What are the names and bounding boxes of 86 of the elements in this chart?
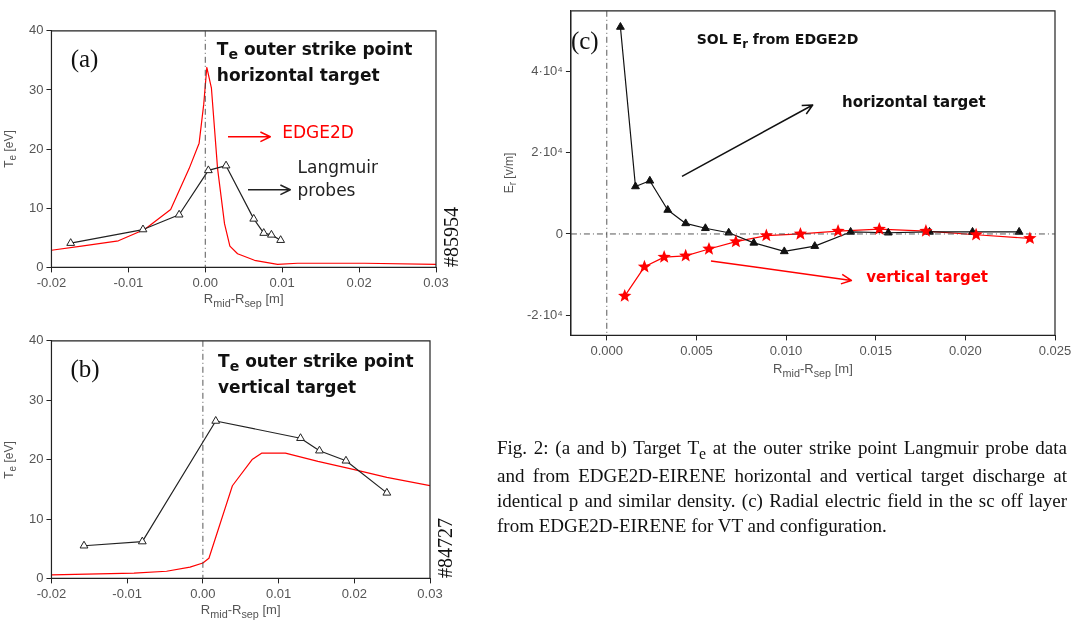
point	[759, 228, 774, 242]
point	[137, 536, 147, 545]
point	[382, 487, 392, 496]
y-tick-label: 30	[28, 81, 44, 97]
y-tick-label: 40	[28, 332, 44, 348]
x-axis-title: R$_{mid}$-R$_{sep}$ [m]	[202, 291, 285, 309]
text: #85954	[440, 207, 463, 268]
point	[779, 246, 789, 255]
y-tick-label: 30	[28, 391, 44, 407]
point	[729, 234, 743, 248]
y-tick-label: 0	[555, 225, 563, 241]
point	[679, 248, 693, 262]
y-tick-label: 10	[28, 199, 44, 215]
point	[138, 224, 148, 233]
point	[872, 222, 886, 235]
point	[203, 165, 213, 174]
x-tick-label: 0.025	[1038, 342, 1072, 358]
point	[645, 175, 655, 184]
point	[616, 22, 625, 30]
y-tick-label: 20	[28, 140, 44, 156]
x-tick-label: 0.03	[423, 274, 449, 290]
y-tick-label: 0	[36, 569, 44, 585]
x-axis-title: R$_{mid}$-R$_{sep}$ [m]	[772, 361, 854, 379]
point	[831, 224, 845, 237]
point	[631, 181, 640, 190]
point	[919, 224, 933, 237]
annotation: (a)	[70, 44, 99, 73]
y-tick-label: 4·10⁴	[531, 63, 563, 79]
x-tick-label: 0.005	[680, 342, 713, 358]
point	[749, 237, 759, 246]
annotation: (c)	[570, 27, 599, 56]
y-tick-label: 10	[28, 510, 44, 526]
point	[174, 209, 184, 218]
x-tick-label: 0.03	[417, 585, 443, 601]
legend-label: horizontal target	[842, 91, 987, 113]
x-tick-label: 0.02	[341, 585, 367, 601]
point	[79, 540, 89, 549]
x-tick-label: -0.01	[112, 585, 142, 601]
point	[267, 229, 276, 238]
y-tick-label: 0	[36, 258, 44, 274]
x-tick-label: 0.015	[859, 342, 892, 358]
point	[618, 289, 632, 302]
point	[315, 445, 324, 454]
annotation: (b)	[70, 355, 100, 384]
point	[211, 415, 221, 424]
point	[341, 455, 351, 464]
x-axis-title: R$_{mid}$-R$_{sep}$ [m]	[199, 602, 282, 620]
point	[221, 160, 231, 169]
text: SOL E$_{r}$ from EDGE2D	[696, 30, 860, 53]
x-tick-label: -0.01	[113, 274, 144, 290]
x-tick-label: 0.010	[769, 342, 803, 358]
point	[296, 433, 305, 441]
text: T$_{e}$ outer strike point horizontal target	[216, 37, 414, 86]
point	[1023, 231, 1037, 245]
x-tick-label: -0.02	[36, 585, 67, 601]
x-tick-label: -0.02	[36, 274, 67, 290]
point	[259, 228, 269, 236]
point	[810, 241, 820, 249]
point	[701, 223, 710, 232]
x-tick-label: 0.02	[346, 274, 372, 290]
point	[657, 250, 671, 263]
point	[969, 227, 983, 241]
point	[249, 213, 259, 222]
legend-label: Langmuir probes	[297, 156, 380, 203]
x-tick-label: 0.000	[590, 342, 624, 358]
y-tick-label: 2·10⁴	[531, 144, 563, 160]
x-tick-label: 0.01	[265, 585, 292, 601]
x-tick-label: 0.00	[190, 585, 216, 601]
caption: Fig. 2: (a and b) Target T$_{e}$ at the outer strike point Langmuir probe data and from EDGE2D-EIRENE horizontal and vertical target discharge at identical p and similar density. (c) Radial electric field in the sc off layer from EDGE2D-EIRENE for VT and configuration.	[497, 436, 1067, 538]
legend-label: vertical target	[866, 267, 989, 288]
point	[66, 238, 76, 246]
text: #84727	[434, 518, 457, 579]
point	[637, 259, 652, 273]
y-tick-label: -2·10⁴	[527, 306, 563, 322]
point	[681, 218, 691, 227]
point	[702, 241, 716, 255]
x-tick-label: 0.020	[949, 342, 982, 358]
x-tick-label: 0.00	[192, 274, 218, 290]
point	[793, 226, 808, 240]
y-tick-label: 40	[28, 22, 44, 38]
legend-label: EDGE2D	[282, 120, 355, 144]
point	[663, 205, 673, 213]
text: T$_{e}$ outer strike point vertical target	[218, 350, 415, 399]
x-tick-label: 0.01	[269, 274, 295, 290]
point	[276, 235, 286, 243]
y-tick-label: 20	[28, 451, 44, 467]
